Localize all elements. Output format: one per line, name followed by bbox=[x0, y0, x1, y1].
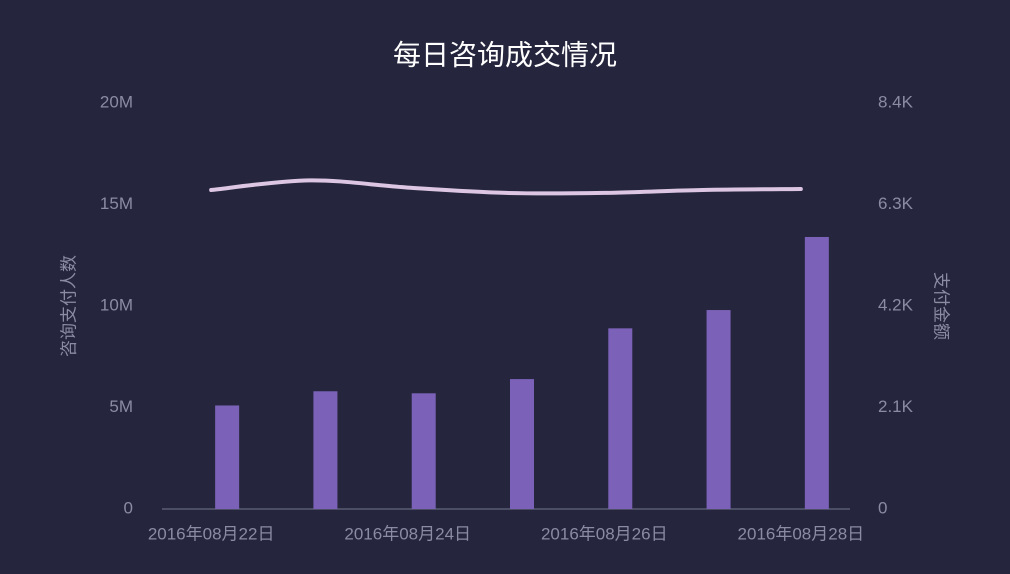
x-tick-label: 2016年08月28日 bbox=[738, 524, 865, 543]
bar bbox=[804, 236, 829, 510]
x-tick-label: 2016年08月24日 bbox=[344, 524, 471, 543]
bar bbox=[215, 405, 240, 509]
y2-tick-label: 8.4K bbox=[878, 92, 914, 111]
line bbox=[209, 178, 803, 196]
y2-tick-label: 2.1K bbox=[878, 397, 914, 416]
y2-tick-label: 0 bbox=[878, 498, 887, 517]
y-axis-label: 咨询支付人数 bbox=[59, 255, 78, 357]
y-tick-label: 15M bbox=[100, 194, 133, 213]
bar bbox=[411, 393, 436, 509]
y2-tick-label: 6.3K bbox=[878, 194, 914, 213]
x-tick-label: 2016年08月22日 bbox=[148, 524, 275, 543]
y-tick-label: 0 bbox=[124, 498, 133, 517]
y-tick-label: 10M bbox=[100, 295, 133, 314]
bar bbox=[608, 328, 633, 509]
y2-axis-label: 支付金额 bbox=[932, 272, 951, 340]
bar bbox=[510, 379, 534, 509]
y-tick-label: 20M bbox=[100, 92, 133, 111]
y2-tick-label: 4.2K bbox=[878, 295, 914, 314]
bar bbox=[313, 391, 338, 509]
bar bbox=[706, 310, 731, 509]
x-tick-label: 2016年08月26日 bbox=[541, 524, 668, 543]
chart-title: 每日咨询成交情况 bbox=[393, 39, 617, 70]
y-tick-label: 5M bbox=[109, 397, 133, 416]
